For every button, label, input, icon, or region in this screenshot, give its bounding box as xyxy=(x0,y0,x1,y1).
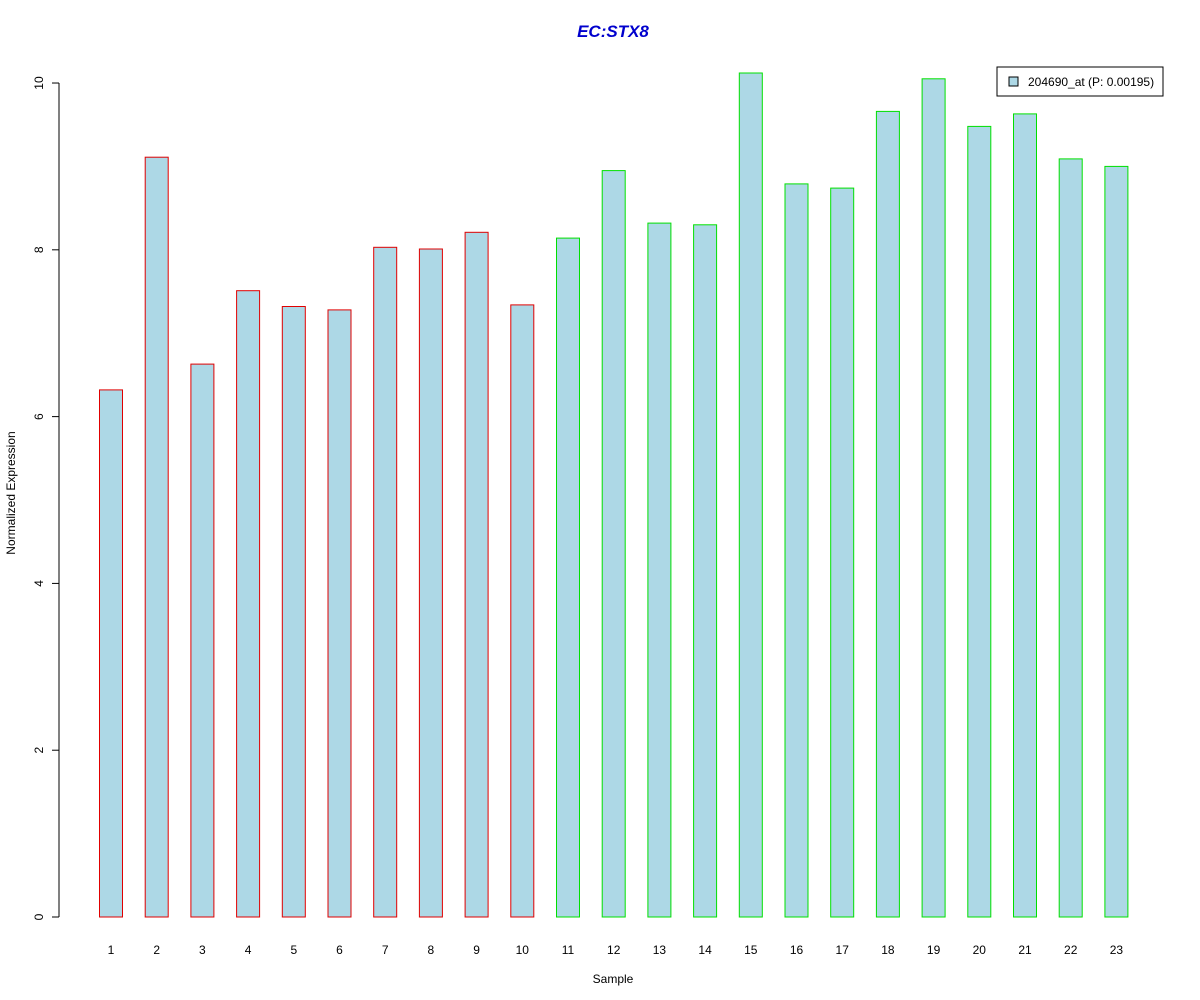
bar-sample-20 xyxy=(967,125,992,918)
x-tick-label: 12 xyxy=(607,943,621,957)
bar-sample-3 xyxy=(190,363,215,918)
y-tick-label: 10 xyxy=(32,76,46,90)
x-tick-label: 8 xyxy=(428,943,435,957)
chart-title: EC:STX8 xyxy=(577,22,649,41)
bar-sample-6 xyxy=(327,309,352,918)
x-tick-label: 7 xyxy=(382,943,389,957)
legend-box xyxy=(996,66,1164,97)
x-tick-label: 6 xyxy=(336,943,343,957)
bar-sample-21 xyxy=(1013,113,1037,918)
bar-sample-23 xyxy=(1104,165,1129,918)
x-tick-label: 4 xyxy=(245,943,252,957)
bar-sample-13 xyxy=(647,222,672,918)
bar-sample-9 xyxy=(464,231,489,918)
bar-sample-12 xyxy=(601,170,626,918)
y-tick-label: 4 xyxy=(32,580,46,587)
y-tick-label: 6 xyxy=(32,413,46,420)
x-tick-label: 5 xyxy=(290,943,297,957)
x-tick-label: 21 xyxy=(1018,943,1032,957)
bar-sample-11 xyxy=(556,237,580,918)
bar-sample-14 xyxy=(693,224,718,918)
bar-sample-7 xyxy=(373,246,398,918)
x-tick-label: 16 xyxy=(790,943,804,957)
x-tick-label: 13 xyxy=(653,943,667,957)
bar-sample-22 xyxy=(1058,158,1083,918)
bar-sample-4 xyxy=(236,290,261,918)
x-tick-label: 23 xyxy=(1110,943,1124,957)
bar-sample-10 xyxy=(510,304,535,918)
bar-sample-15 xyxy=(738,72,763,918)
y-tick-label: 8 xyxy=(32,246,46,253)
x-tick-label: 15 xyxy=(744,943,758,957)
y-tick-label: 2 xyxy=(32,747,46,754)
bar-sample-2 xyxy=(144,156,169,918)
x-tick-label: 18 xyxy=(881,943,895,957)
bar-sample-8 xyxy=(418,248,443,918)
x-tick-label: 2 xyxy=(153,943,160,957)
bar-sample-1 xyxy=(99,389,123,918)
x-tick-label: 22 xyxy=(1064,943,1078,957)
x-axis-label: Sample xyxy=(593,972,634,986)
x-tick-label: 10 xyxy=(516,943,530,957)
legend-label: 204690_at (P: 0.00195) xyxy=(1028,75,1154,89)
x-tick-label: 17 xyxy=(836,943,850,957)
x-tick-label: 9 xyxy=(473,943,480,957)
x-tick-label: 14 xyxy=(698,943,712,957)
legend: 204690_at (P: 0.00195) xyxy=(996,66,1164,97)
x-tick-label: 1 xyxy=(108,943,115,957)
legend-swatch xyxy=(1008,76,1019,87)
x-tick-label: 19 xyxy=(927,943,941,957)
x-tick-label: 20 xyxy=(973,943,987,957)
bars xyxy=(99,72,1129,918)
y-tick-label: 0 xyxy=(32,913,46,920)
x-tick-labels: 1 2 3 4 5 6 7 8 9 10 11 12 13 14 15 16 17 18 19 20 21 22 23 xyxy=(108,943,1124,957)
bar-sample-19 xyxy=(921,78,946,918)
x-tick-label: 3 xyxy=(199,943,206,957)
bar-sample-17 xyxy=(830,187,855,918)
bar-sample-5 xyxy=(281,306,306,918)
y-axis: 0 2 4 6 8 10 xyxy=(32,76,60,920)
bar-sample-18 xyxy=(875,110,900,918)
x-tick-label: 11 xyxy=(562,943,575,957)
bar-sample-16 xyxy=(784,183,809,918)
y-axis-label: Normalized Expression xyxy=(4,431,18,554)
